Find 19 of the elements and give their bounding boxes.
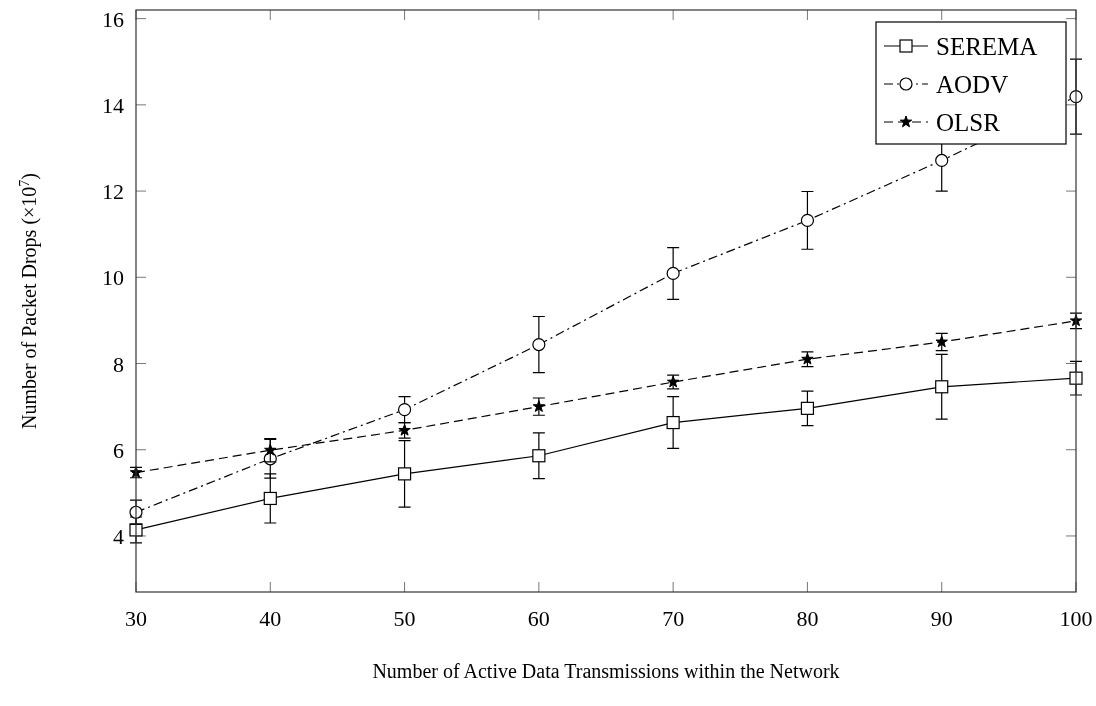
legend-label: OLSR <box>936 109 1001 136</box>
x-tick-label: 100 <box>1059 606 1093 631</box>
y-tick-label: 4 <box>113 523 124 549</box>
legend-label: AODV <box>936 71 1009 98</box>
x-tick-label: 70 <box>662 606 685 631</box>
legend-label: SEREMA <box>936 33 1038 60</box>
y-tick-label: 16 <box>102 6 124 32</box>
x-tick-label: 90 <box>930 606 953 631</box>
x-tick-label: 60 <box>527 606 550 631</box>
y-tick-label: 10 <box>102 265 124 291</box>
x-tick-label: 40 <box>259 606 282 631</box>
x-axis-title: Number of Active Data Transmissions within the Network <box>372 660 840 682</box>
y-tick-label: 8 <box>113 351 124 377</box>
x-tick-label: 30 <box>125 606 147 631</box>
y-tick-label: 12 <box>102 179 124 205</box>
y-tick-label: 6 <box>113 437 124 463</box>
y-tick-label: 14 <box>102 92 124 118</box>
x-tick-label: 50 <box>393 606 416 631</box>
x-tick-label: 80 <box>796 606 819 631</box>
